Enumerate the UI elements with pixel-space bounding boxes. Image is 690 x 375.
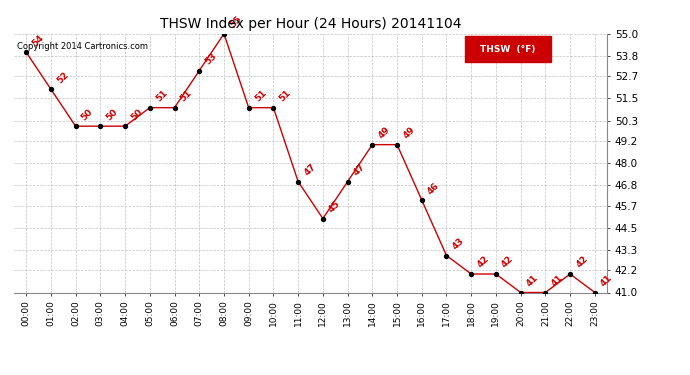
Text: 42: 42 bbox=[500, 255, 515, 270]
Text: 53: 53 bbox=[204, 51, 219, 66]
Point bbox=[564, 271, 575, 277]
Point bbox=[540, 290, 551, 296]
Point bbox=[441, 252, 452, 258]
Text: 54: 54 bbox=[30, 33, 46, 48]
Text: 49: 49 bbox=[377, 125, 392, 141]
Text: 49: 49 bbox=[401, 125, 417, 141]
Text: Copyright 2014 Cartronics.com: Copyright 2014 Cartronics.com bbox=[17, 42, 148, 51]
Point bbox=[194, 68, 205, 74]
Title: THSW Index per Hour (24 Hours) 20141104: THSW Index per Hour (24 Hours) 20141104 bbox=[160, 17, 461, 31]
Text: 42: 42 bbox=[574, 255, 589, 270]
Point bbox=[317, 216, 328, 222]
Point bbox=[515, 290, 526, 296]
Point bbox=[144, 105, 155, 111]
Text: 52: 52 bbox=[55, 70, 70, 85]
Text: 47: 47 bbox=[352, 162, 367, 177]
Point bbox=[21, 49, 32, 55]
Point bbox=[589, 290, 600, 296]
Text: 41: 41 bbox=[599, 273, 614, 288]
Point bbox=[342, 178, 353, 184]
Point bbox=[46, 86, 57, 92]
Point bbox=[219, 31, 230, 37]
Text: 47: 47 bbox=[302, 162, 317, 177]
Bar bbox=[465, 36, 551, 62]
Text: 51: 51 bbox=[253, 88, 268, 104]
Text: THSW  (°F): THSW (°F) bbox=[480, 45, 535, 54]
Point bbox=[466, 271, 477, 277]
Point bbox=[268, 105, 279, 111]
Point bbox=[70, 123, 81, 129]
Point bbox=[293, 178, 304, 184]
Text: 41: 41 bbox=[525, 273, 540, 288]
Point bbox=[367, 142, 378, 148]
Text: 45: 45 bbox=[327, 199, 342, 214]
Point bbox=[243, 105, 254, 111]
Text: 51: 51 bbox=[154, 88, 169, 104]
Text: 51: 51 bbox=[277, 88, 293, 104]
Text: 51: 51 bbox=[179, 88, 194, 104]
Text: 55: 55 bbox=[228, 14, 244, 30]
Text: 41: 41 bbox=[549, 273, 565, 288]
Point bbox=[416, 197, 427, 203]
Point bbox=[491, 271, 502, 277]
Text: 50: 50 bbox=[80, 107, 95, 122]
Text: 50: 50 bbox=[104, 107, 119, 122]
Text: 42: 42 bbox=[475, 255, 491, 270]
Text: 46: 46 bbox=[426, 181, 441, 196]
Text: 50: 50 bbox=[129, 107, 144, 122]
Point bbox=[95, 123, 106, 129]
Text: 43: 43 bbox=[451, 236, 466, 251]
Point bbox=[119, 123, 130, 129]
Point bbox=[169, 105, 180, 111]
Point bbox=[391, 142, 402, 148]
